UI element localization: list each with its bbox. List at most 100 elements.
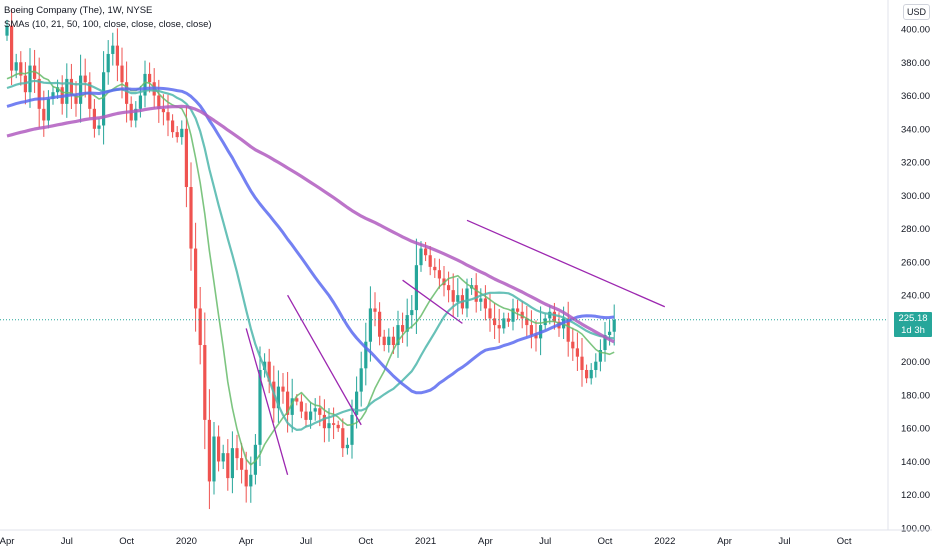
candle-body xyxy=(46,98,50,121)
candle-body xyxy=(175,132,179,138)
candle xyxy=(203,312,207,450)
candle-body xyxy=(28,65,32,93)
candle-body xyxy=(235,448,239,459)
x-tick-label: Apr xyxy=(0,536,14,547)
candle-body xyxy=(115,45,119,66)
candle-body xyxy=(125,82,129,104)
y-tick-label: 320.00 xyxy=(901,158,930,169)
candle xyxy=(106,40,110,85)
trendline xyxy=(466,219,666,308)
candle-body xyxy=(571,341,575,349)
candle xyxy=(529,310,533,349)
candle xyxy=(184,106,188,208)
candle-body xyxy=(332,423,336,425)
last-price-value: 225.18 xyxy=(898,313,928,324)
last-price-tag: 225.18 1d 3h xyxy=(894,312,932,337)
candle-body xyxy=(295,398,299,402)
candle-body xyxy=(552,311,556,322)
candle-body xyxy=(19,62,23,76)
candle-body xyxy=(226,453,230,479)
candle-body xyxy=(608,331,612,336)
candle xyxy=(589,363,593,385)
x-tick-label: Oct xyxy=(598,536,613,547)
candle xyxy=(516,299,520,320)
candle-body xyxy=(106,53,110,73)
candle-body xyxy=(612,319,616,332)
candle xyxy=(474,273,478,313)
candle xyxy=(189,162,193,271)
candle xyxy=(566,301,570,357)
candle-body xyxy=(350,414,354,445)
candle xyxy=(410,295,414,329)
candle xyxy=(19,51,23,86)
trendline xyxy=(245,328,289,475)
candle xyxy=(37,57,41,129)
candle-body xyxy=(603,335,607,351)
candle-body xyxy=(488,308,492,319)
candle-body xyxy=(401,325,405,332)
candle-body xyxy=(184,128,188,188)
candle xyxy=(313,398,317,421)
candle xyxy=(534,320,538,352)
candle xyxy=(479,288,483,311)
candle-body xyxy=(368,308,372,342)
studies-legend[interactable]: SMAs (10, 21, 50, 100, close, close, clo… xyxy=(4,19,212,30)
candle xyxy=(594,353,598,378)
candle xyxy=(134,101,138,128)
y-tick-label: 160.00 xyxy=(901,424,930,435)
candle xyxy=(612,304,616,346)
candle-body xyxy=(143,73,147,96)
candle-body xyxy=(37,78,41,109)
candle xyxy=(585,364,589,384)
candle-body xyxy=(414,265,418,311)
candle-body xyxy=(511,308,515,322)
candle-body xyxy=(207,419,211,482)
y-tick-label: 360.00 xyxy=(901,91,930,102)
candle-body xyxy=(134,108,138,121)
candle-body xyxy=(327,423,331,429)
y-tick-label: 380.00 xyxy=(901,58,930,69)
trendlines xyxy=(245,219,666,475)
candle xyxy=(299,394,303,419)
candle-body xyxy=(483,298,487,309)
y-tick-label: 240.00 xyxy=(901,291,930,302)
candle-body xyxy=(548,311,552,319)
candle-body xyxy=(138,95,142,109)
y-tick-label: 140.00 xyxy=(901,457,930,468)
candle xyxy=(10,9,14,86)
candle-body xyxy=(437,270,441,279)
y-tick-label: 260.00 xyxy=(901,257,930,268)
candle xyxy=(207,389,211,510)
candle-body xyxy=(433,266,437,271)
candle xyxy=(88,72,92,118)
y-tick-label: 300.00 xyxy=(901,191,930,202)
x-tick-label: Jul xyxy=(539,536,551,547)
candle-body xyxy=(217,436,221,462)
candle xyxy=(437,258,441,289)
candle-body xyxy=(506,318,510,322)
candle-body xyxy=(456,295,460,302)
candle-body xyxy=(65,78,69,104)
x-tick-label: Oct xyxy=(837,536,852,547)
y-tick-label: 100.00 xyxy=(901,524,930,535)
candle xyxy=(221,444,225,470)
candle xyxy=(74,81,78,117)
candle-body xyxy=(157,95,161,109)
x-tick-label: Oct xyxy=(119,536,134,547)
candle-body xyxy=(240,458,244,470)
currency-badge[interactable]: USD xyxy=(903,4,931,20)
candle-body xyxy=(580,356,584,370)
candle-body xyxy=(171,120,175,133)
candle-body xyxy=(585,369,589,379)
candle-body xyxy=(474,285,478,302)
candle-body xyxy=(79,75,83,104)
candle-body xyxy=(318,408,322,415)
sma-50-line xyxy=(6,86,615,395)
candle xyxy=(240,442,244,484)
candle-body xyxy=(534,335,538,339)
candle xyxy=(5,19,9,41)
candle xyxy=(226,439,230,491)
candle xyxy=(387,328,391,353)
candle-body xyxy=(525,318,529,326)
